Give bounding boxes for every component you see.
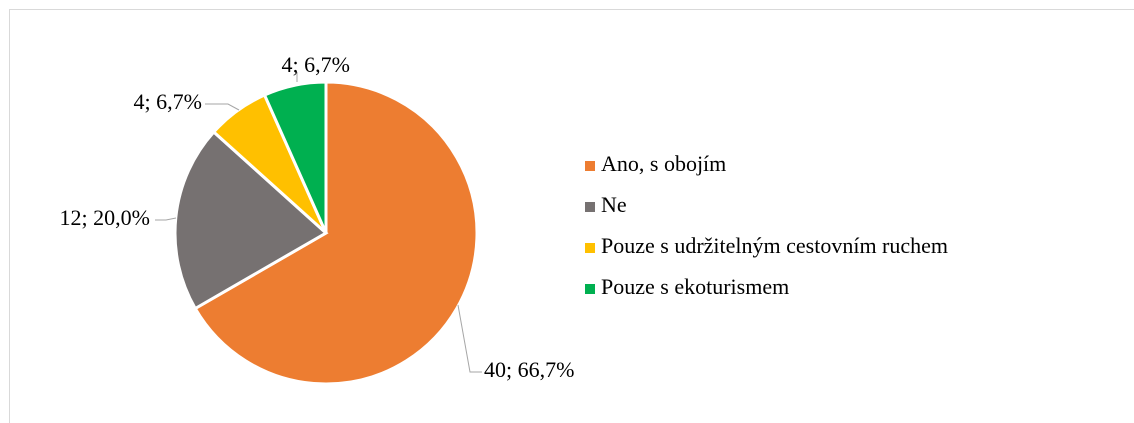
leader-line [205, 103, 240, 111]
data-label: 12; 20,0% [60, 205, 150, 230]
data-label: 40; 66,7% [484, 357, 574, 382]
legend-swatch [585, 243, 595, 253]
pie-slice [173, 129, 329, 311]
leader-line [457, 304, 482, 373]
legend-label: Pouze s ekoturismem [601, 274, 789, 299]
legend-swatch [585, 202, 595, 212]
leader-line [155, 217, 177, 221]
legend-swatch [585, 284, 595, 294]
legend-label: Pouze s udržitelným cestovním ruchem [601, 233, 948, 258]
chart-frame [9, 9, 1134, 423]
legend-label: Ne [601, 192, 627, 217]
data-label: 4; 6,7% [134, 89, 202, 114]
pie-slice [193, 80, 479, 386]
legend-label: Ano, s obojím [601, 151, 726, 176]
pie-slice [262, 80, 328, 234]
legend-swatch [585, 161, 595, 171]
data-label: 4; 6,7% [282, 52, 350, 77]
